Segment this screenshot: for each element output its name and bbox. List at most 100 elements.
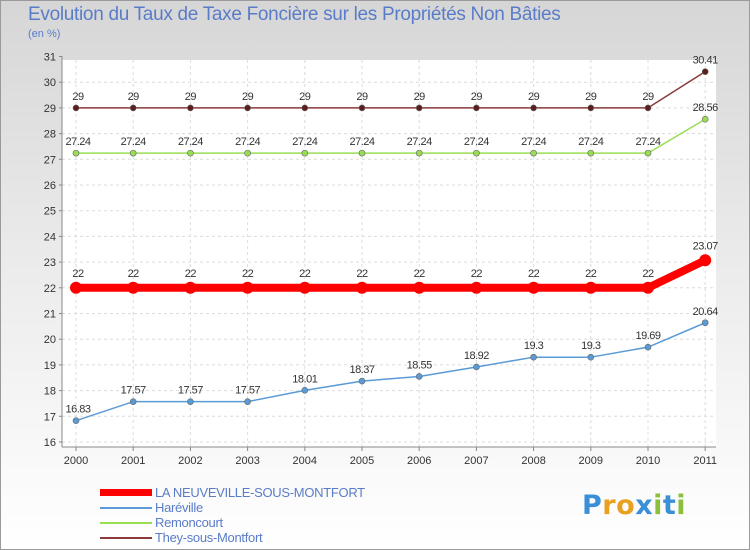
chart-subtitle: (en %) [28, 28, 61, 40]
x-tick-label: 2010 [636, 455, 660, 467]
legend-swatch [100, 521, 152, 524]
data-label: 22 [128, 268, 140, 280]
data-label: 30.41 [693, 55, 718, 67]
data-label: 27.24 [292, 136, 317, 148]
data-point [644, 343, 652, 351]
data-label: 29 [242, 91, 254, 103]
legend-label: LA NEUVEVILLE-SOUS-MONTFORT [155, 485, 365, 500]
data-point [70, 281, 82, 294]
data-label: 29 [72, 91, 84, 103]
data-point [699, 254, 712, 267]
series-line-2 [75, 118, 706, 154]
data-label: 18.55 [407, 359, 432, 371]
data-point [187, 149, 194, 157]
data-point [72, 417, 80, 424]
x-tick-label: 2003 [235, 455, 259, 467]
data-label: 29 [471, 91, 483, 103]
data-label: 18.92 [464, 350, 489, 362]
data-label: 27.24 [578, 136, 603, 148]
logo-letter: x [635, 490, 654, 521]
data-label: 29 [356, 91, 368, 103]
data-point [356, 281, 368, 294]
data-point [587, 353, 595, 361]
data-point [129, 149, 137, 157]
data-point [701, 68, 709, 75]
y-tick-label: 24 [44, 231, 56, 243]
legend-item: Haréville [100, 500, 365, 515]
data-label: 27.24 [121, 136, 146, 148]
y-tick-label: 19 [44, 360, 56, 372]
data-point [358, 104, 366, 112]
series-line-0 [72, 256, 710, 292]
data-point [301, 387, 309, 394]
data-point [187, 398, 194, 405]
x-tick-label: 2002 [178, 455, 202, 467]
data-point [184, 281, 197, 294]
data-label: 18.01 [292, 373, 317, 385]
data-label: 29 [128, 91, 140, 103]
data-label: 22 [242, 268, 254, 280]
data-point [244, 149, 251, 157]
data-label: 17.57 [235, 385, 260, 397]
x-tick-label: 2006 [407, 455, 431, 467]
x-tick-label: 2004 [293, 455, 317, 467]
data-point [298, 281, 311, 294]
data-point [72, 104, 80, 112]
data-label: 27.24 [235, 136, 260, 148]
y-tick-label: 27 [44, 154, 56, 166]
legend-swatch [100, 489, 152, 496]
y-tick-label: 22 [44, 283, 56, 295]
data-label: 17.57 [121, 385, 146, 397]
data-label: 19.3 [581, 340, 601, 352]
data-label: 22 [185, 268, 197, 280]
data-label: 16.83 [65, 404, 90, 416]
legend-item: They-sous-Montfort [100, 530, 365, 545]
data-point [129, 398, 137, 405]
logo-letter: o [616, 490, 636, 521]
y-tick-label: 26 [44, 180, 56, 192]
data-label: 22 [642, 268, 654, 280]
data-point [72, 149, 80, 157]
series-line-3 [75, 70, 706, 109]
data-point [644, 104, 652, 112]
data-point [473, 149, 480, 157]
x-tick-label: 2000 [64, 455, 88, 467]
data-label: 19.3 [524, 340, 544, 352]
logo-letter: P [582, 490, 603, 521]
data-point [644, 149, 652, 157]
data-label: 27.24 [635, 136, 660, 148]
data-label: 17.57 [178, 385, 203, 397]
data-point [701, 319, 709, 327]
logo-letter: i [653, 490, 663, 521]
y-tick-label: 20 [44, 334, 56, 346]
y-tick-label: 25 [44, 206, 56, 218]
data-label: 27.24 [407, 136, 432, 148]
data-point [358, 149, 366, 157]
data-point [127, 281, 140, 294]
data-label: 22 [528, 268, 540, 280]
data-point [587, 104, 595, 112]
x-tick-label: 2005 [350, 455, 374, 467]
x-tick-label: 2011 [693, 455, 717, 467]
data-label: 27.24 [349, 136, 374, 148]
chart-title: Evolution du Taux de Taxe Foncière sur l… [28, 4, 561, 25]
data-point [530, 104, 537, 112]
data-label: 29 [185, 91, 197, 103]
data-label: 29 [299, 91, 311, 103]
data-point [415, 104, 423, 112]
data-point [527, 281, 540, 294]
data-point [473, 104, 480, 112]
data-point [530, 149, 537, 157]
data-point [413, 281, 426, 294]
data-label: 27.24 [65, 136, 90, 148]
data-label: 22 [414, 268, 426, 280]
data-point [129, 104, 137, 112]
y-tick-label: 18 [44, 386, 56, 398]
data-point [301, 104, 309, 112]
data-label: 27.24 [178, 136, 203, 148]
data-point [473, 363, 480, 371]
legend-label: Remoncourt [155, 515, 223, 530]
data-point [415, 373, 423, 380]
data-label: 22 [585, 268, 597, 280]
